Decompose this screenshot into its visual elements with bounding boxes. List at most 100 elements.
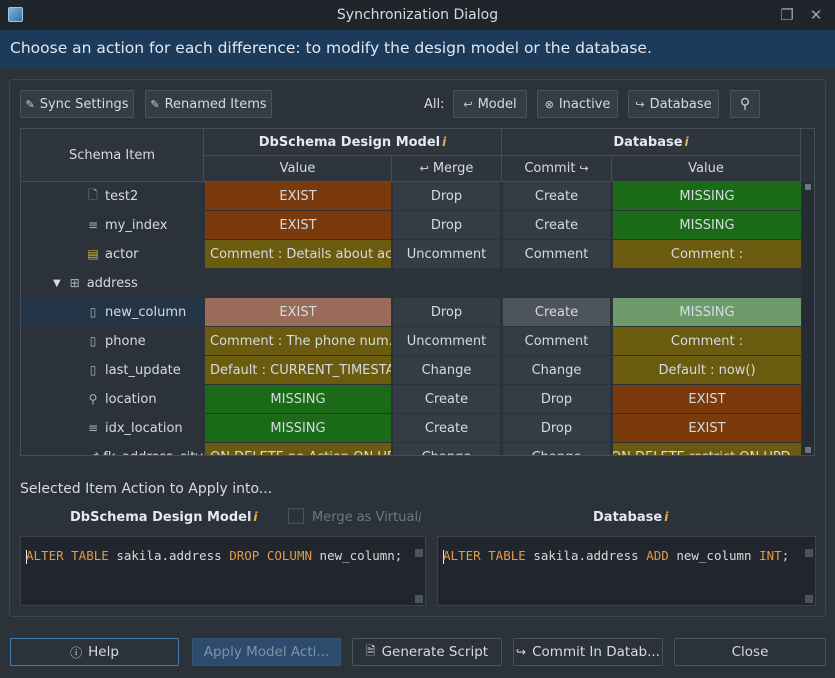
schema-item-cell[interactable]: ▯ phone [21,327,203,355]
schema-item-cell[interactable]: ▼ ⊞ address [21,269,203,297]
commit-action-button[interactable]: Change [503,443,610,455]
table-row[interactable]: ▯ phone Comment : The phone num... Uncommen… [21,327,801,356]
database-sql-editor[interactable]: ALTER TABLE sakila.address ADD new_colum… [437,536,816,606]
info-icon: i [684,135,689,149]
table-grid-icon: ⊞ [69,276,80,290]
text-caret [443,549,444,564]
help-button[interactable]: ⓘ Help [10,638,179,666]
index-icon: ≡ [87,218,99,232]
table-row[interactable]: ▯ last_update Default : CURRENT_TIMESTA...… [21,356,801,385]
renamed-items-button[interactable]: ✎ Renamed Items [145,90,272,118]
instruction-banner: Choose an action for each difference: to… [0,30,835,68]
document-icon: 🗎 [365,643,376,658]
merge-action-button[interactable]: Create [393,414,500,442]
close-button[interactable]: Close [674,638,826,666]
help-circle-icon: ⓘ [70,645,83,660]
commit-action-button[interactable]: Change [503,356,610,384]
main-panel [9,79,826,617]
schema-item-name: actor [105,246,139,262]
scroll-up-icon[interactable] [805,184,811,190]
schema-item-cell[interactable]: ⎇ fk_address_city [21,443,203,456]
apply-model-action-button[interactable]: Apply Model Acti... [192,638,341,666]
pencil-icon: ✎ [25,97,35,111]
schema-item-name: address [86,275,138,291]
all-label: All: [424,97,445,112]
table-row[interactable]: 🗋 test2 EXIST Drop Create MISSING [21,182,801,211]
merge-action-button[interactable] [393,269,500,297]
schema-item-cell[interactable]: ≡ idx_location [21,414,203,442]
table-row[interactable]: ▤ actor Comment : Details about act... Unco… [21,240,801,269]
merge-header[interactable]: ↩ Merge [392,156,502,182]
expand-triangle-icon[interactable]: ▼ [53,277,61,289]
commit-action-button[interactable]: Create [503,182,610,210]
info-icon: i [664,510,669,524]
search-button[interactable]: ⚲ [730,90,760,118]
scroll-corner-icon [805,595,813,603]
database-value-header: Value [612,156,801,182]
commit-icon: ↪ [579,162,589,175]
commit-action-button[interactable]: Comment [503,240,610,268]
commit-header[interactable]: Commit ↪ [502,156,612,182]
info-icon: i [442,135,447,149]
all-inactive-button[interactable]: ⊗ Inactive [537,90,618,118]
merge-action-button[interactable]: Change [393,356,500,384]
merge-icon: ↩ [463,97,473,111]
schema-item-name: idx_location [105,420,183,436]
merge-action-button[interactable]: Drop [393,298,500,326]
model-value-cell: EXIST [205,182,391,210]
merge-action-button[interactable]: Uncomment [393,240,500,268]
model-value-cell: Default : CURRENT_TIMESTA... [205,356,391,384]
app-icon [8,7,23,22]
merge-action-button[interactable]: Uncomment [393,327,500,355]
generate-script-button[interactable]: 🗎 Generate Script [352,638,502,666]
model-sql-title: DbSchema Design Model i [70,510,258,525]
grid-scrollbar[interactable] [802,182,814,455]
table-row[interactable]: ▯ new_column EXIST Drop Create MISSING [21,298,801,327]
schema-item-cell[interactable]: ⚲ location [21,385,203,413]
commit-action-button[interactable]: Drop [503,414,610,442]
all-model-button[interactable]: ↩ Model [453,90,527,118]
commit-action-button[interactable]: Create [503,211,610,239]
commit-in-database-button[interactable]: ↪ Commit In Datab... [513,638,663,666]
title-bar: Synchronization Dialog ❐ ✕ [0,0,835,30]
database-value-cell: Comment : [613,327,801,355]
table-row[interactable]: ⎇ fk_address_cityON DELETE no Action ON U… [21,443,801,456]
column-icon: ▯ [89,334,97,348]
scroll-down-icon[interactable] [805,447,811,453]
model-value-cell: Comment : The phone num... [205,327,391,355]
table-icon: 🗋 [88,187,98,202]
sync-settings-button[interactable]: ✎ Sync Settings [20,90,134,118]
column-icon: ▯ [89,363,97,377]
table-row[interactable]: ⚲ location MISSING Create Drop EXIST [21,385,801,414]
schema-item-cell[interactable]: ▤ actor [21,240,203,268]
database-group-header: Database i [502,129,801,156]
merge-action-button[interactable]: Create [393,385,500,413]
model-group-header: DbSchema Design Model i [204,129,502,156]
all-database-button[interactable]: ↪ Database [628,90,719,118]
table-row[interactable]: ≡ my_index EXIST Drop Create MISSING [21,211,801,240]
model-value-cell: EXIST [205,298,391,326]
merge-action-button[interactable]: Change [393,443,500,455]
commit-action-button[interactable]: Create [503,298,610,326]
model-value-cell: ON DELETE no Action ON UP... [205,443,391,455]
schema-item-cell[interactable]: ▯ new_column [21,298,203,326]
database-value-cell: EXIST [613,414,801,442]
model-value-cell: MISSING [205,385,391,413]
table-row[interactable]: ▼ ⊞ address [21,269,801,298]
schema-item-cell[interactable]: ▯ last_update [21,356,203,384]
pencil-icon: ✎ [150,97,160,111]
merge-action-button[interactable]: Drop [393,182,500,210]
schema-item-header: Schema Item [21,129,204,182]
close-icon[interactable]: ✕ [809,6,823,24]
commit-action-button[interactable]: Comment [503,327,610,355]
merge-as-virtual-checkbox[interactable] [288,508,304,524]
commit-action-button[interactable]: Drop [503,385,610,413]
schema-item-cell[interactable]: 🗋 test2 [21,182,203,210]
commit-action-button[interactable] [503,269,610,297]
schema-item-cell[interactable]: ≡ my_index [21,211,203,239]
merge-action-button[interactable]: Drop [393,211,500,239]
table-row[interactable]: ≡ idx_location MISSING Create Drop EXIST [21,414,801,443]
model-sql-editor[interactable]: ALTER TABLE sakila.address DROP COLUMN n… [20,536,426,606]
maximize-icon[interactable]: ❐ [780,6,794,24]
merge-icon: ↩ [419,162,429,175]
